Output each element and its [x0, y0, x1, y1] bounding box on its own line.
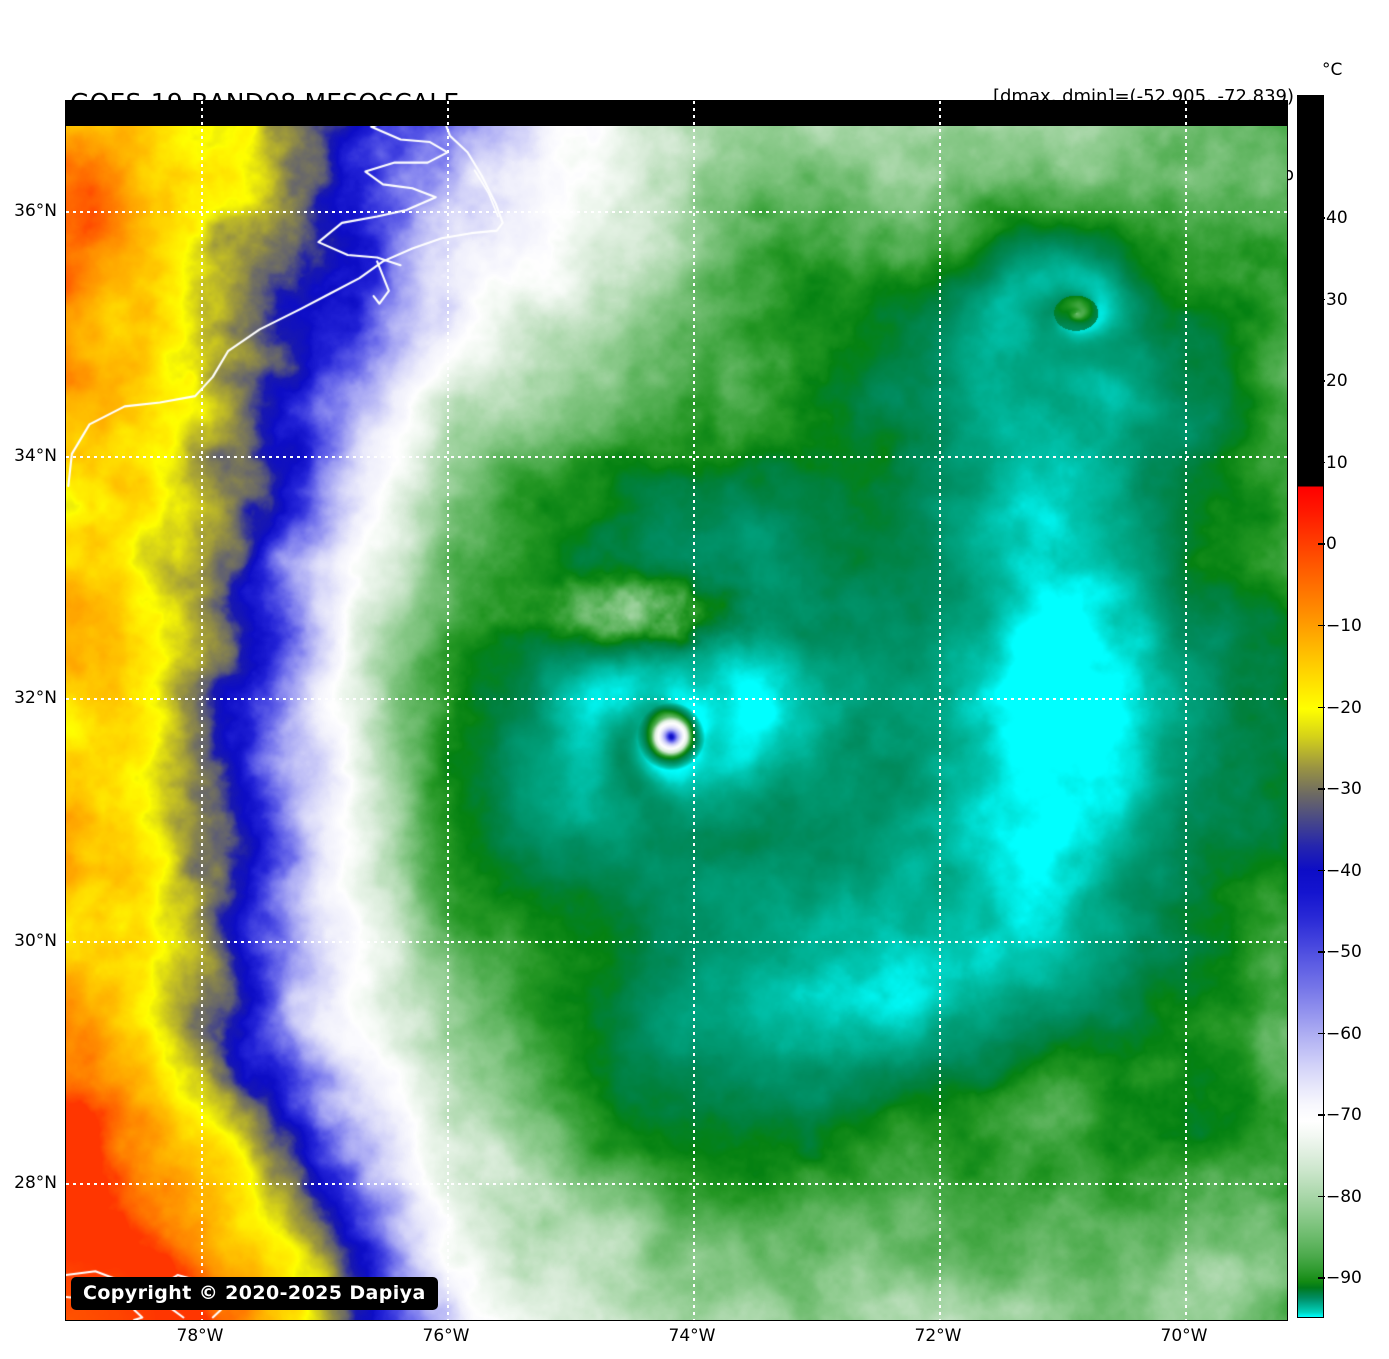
colorbar-tick-label: −80	[1326, 1186, 1362, 1207]
colorbar: 40 30 20 10 0 −10 −20 −30 −40 −50 −60 −70 −80 −90	[1297, 95, 1362, 1318]
colorbar-tick-mark	[1318, 543, 1325, 545]
colorbar-tick-label: −60	[1326, 1023, 1362, 1044]
colorbar-unit-label: °C	[1322, 60, 1343, 80]
longitude-tick-label: 70°W	[1160, 1326, 1208, 1346]
latitude-tick-label: 34°N	[14, 446, 57, 466]
colorbar-tick-label: 0	[1326, 534, 1337, 555]
colorbar-tick-mark	[1318, 380, 1325, 382]
satellite-image-plot: Copyright © 2020-2025 Dapiya	[65, 100, 1288, 1321]
colorbar-tick-label: −10	[1326, 615, 1362, 636]
latitude-tick-label: 36°N	[14, 201, 57, 221]
colorbar-tick-mark	[1318, 1277, 1325, 1279]
colorbar-tick-label: −20	[1326, 697, 1362, 718]
colorbar-tick-label: −40	[1326, 860, 1362, 881]
colorbar-tick-label: 30	[1326, 289, 1348, 310]
colorbar-tick-mark	[1318, 788, 1325, 790]
colorbar-tick-mark	[1318, 951, 1325, 953]
colorbar-tick-label: −30	[1326, 779, 1362, 800]
latitude-tick-label: 30°N	[14, 931, 57, 951]
longitude-tick-label: 76°W	[422, 1326, 470, 1346]
copyright-watermark: Copyright © 2020-2025 Dapiya	[71, 1277, 438, 1310]
longitude-tick-label: 78°W	[176, 1326, 224, 1346]
colorbar-tick-mark	[1318, 1195, 1325, 1198]
colorbar-tick-mark	[1318, 869, 1325, 872]
colorbar-tick-mark	[1318, 217, 1325, 219]
colorbar-tick-label: −70	[1326, 1105, 1362, 1126]
colorbar-tick-mark	[1318, 624, 1325, 627]
colorbar-tick-mark	[1318, 461, 1325, 464]
satellite-imagery-canvas	[66, 101, 1287, 1320]
colorbar-tick-mark	[1318, 706, 1325, 708]
colorbar-tick-mark	[1318, 1032, 1325, 1035]
colorbar-tick-mark	[1318, 1114, 1325, 1116]
latitude-tick-label: 28°N	[14, 1173, 57, 1193]
colorbar-tick-label: 40	[1326, 208, 1348, 229]
colorbar-tick-label: −50	[1326, 942, 1362, 963]
longitude-tick-label: 74°W	[668, 1326, 716, 1346]
colorbar-tick-label: 10	[1326, 452, 1348, 473]
latitude-tick-label: 32°N	[14, 688, 57, 708]
longitude-tick-label: 72°W	[914, 1326, 962, 1346]
colorbar-tick-label: 20	[1326, 371, 1348, 392]
colorbar-tick-mark	[1318, 298, 1325, 301]
colorbar-tick-label: −90	[1326, 1268, 1362, 1289]
